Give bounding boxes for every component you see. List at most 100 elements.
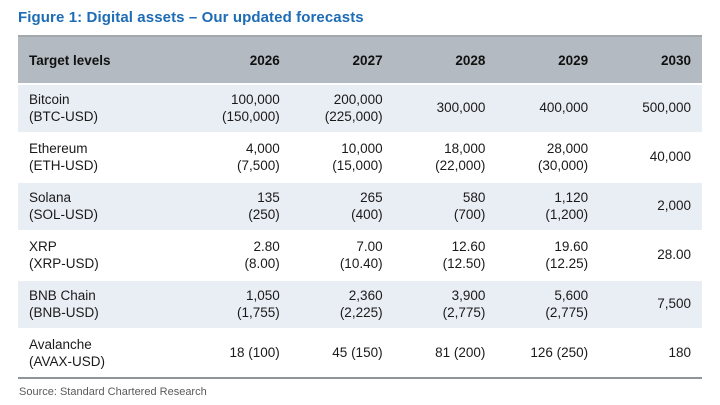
forecast-value: 4,000: [246, 141, 280, 156]
forecast-cell: 1,050 (1,755): [188, 279, 291, 329]
figure-title: Figure 1: Digital assets – Our updated f…: [18, 9, 364, 26]
table-body: Bitcoin (BTC-USD) 100,000 (150,000) 200,000(…: [18, 83, 702, 378]
source-note: Source: Standard Chartered Research: [19, 386, 207, 398]
forecast-cell: 265 (400): [290, 181, 394, 231]
forecast-cell: 200,000 (225,000): [290, 83, 394, 133]
forecast-prior-value: (30,000): [537, 157, 589, 173]
column-header-2030: 2030: [599, 35, 702, 84]
forecast-value: 1,120: [554, 190, 589, 205]
forecast-prior-value: (2,775): [545, 304, 589, 320]
forecast-cell: 7.00 (10.40): [290, 230, 394, 280]
asset-cell: XRP (XRP-USD): [18, 230, 188, 280]
forecast-value: 300,000: [436, 100, 486, 116]
forecast-value: 7.00: [356, 239, 383, 254]
asset-cell: BNB Chain (BNB-USD): [18, 279, 188, 329]
table-header-row: Target levels 2026 2027 2028 2029 2030: [18, 35, 702, 84]
table-row: Bitcoin (BTC-USD) 100,000 (150,000) 200,000(…: [18, 83, 702, 133]
forecast-value: 81 (200): [435, 345, 486, 361]
forecast-prior-value: (22,000): [435, 157, 486, 173]
forecast-cell: 40,000: [599, 132, 702, 182]
forecast-prior-value: (150,000): [222, 108, 280, 124]
asset-ticker: (AVAX-USD): [29, 353, 106, 369]
forecast-value: 400,000: [539, 100, 589, 116]
table-row: Solana (SOL-USD) 135 (250) 265 (400) 580 (700) 1…: [18, 181, 702, 231]
forecast-cell: 2,000: [599, 181, 702, 231]
forecast-value: 126 (250): [530, 345, 589, 361]
forecast-value: 265: [360, 190, 383, 205]
column-header-2026: 2026: [188, 35, 291, 84]
forecast-cell: 100,000 (150,000): [188, 83, 291, 133]
forecast-prior-value: (400): [351, 206, 383, 222]
forecast-value: 580: [462, 190, 486, 205]
forecast-value: 2.80: [253, 239, 280, 254]
forecast-cell: 1,120 (1,200): [496, 181, 600, 231]
forecast-cell: 500,000: [599, 83, 702, 133]
forecast-cell: 5,600 (2,775): [496, 279, 600, 329]
forecast-value: 5,600: [554, 288, 589, 303]
forecast-value: 2,360: [348, 288, 383, 303]
forecast-value: 200,000: [333, 92, 383, 107]
forecast-cell: 135 (250): [188, 181, 291, 231]
forecast-value: 18 (100): [229, 345, 280, 361]
asset-ticker: (BNB-USD): [29, 304, 99, 320]
forecast-prior-value: (8.00): [244, 255, 280, 271]
asset-ticker: (XRP-USD): [29, 255, 99, 271]
forecast-prior-value: (700): [453, 206, 486, 222]
forecast-cell: 4,000 (7,500): [188, 132, 291, 182]
forecast-value: 28,000: [546, 141, 589, 156]
asset-name: Avalanche: [29, 337, 92, 352]
forecast-cell: 580 (700): [393, 181, 497, 231]
forecast-prior-value: (10.40): [339, 255, 383, 271]
forecast-prior-value: (1,755): [237, 304, 280, 320]
forecast-value: 19.60: [554, 239, 589, 254]
forecast-cell: 10,000 (15,000): [290, 132, 394, 182]
forecast-cell: 126 (250): [496, 328, 600, 378]
forecast-prior-value: (15,000): [332, 157, 383, 173]
forecast-value: 10,000: [341, 141, 383, 156]
asset-name: Solana: [29, 190, 72, 205]
forecast-cell: 18 (100): [188, 328, 291, 378]
forecast-prior-value: (250): [248, 206, 280, 222]
forecast-value: 100,000: [230, 92, 280, 107]
forecast-prior-value: (12.25): [545, 255, 589, 271]
asset-name: XRP: [29, 239, 57, 254]
asset-cell: Bitcoin (BTC-USD): [18, 83, 188, 133]
column-header-2029: 2029: [496, 35, 600, 84]
table-row: Ethereum (ETH-USD) 4,000 (7,500) 10,000 (15,0…: [18, 132, 702, 182]
asset-cell: Ethereum (ETH-USD): [18, 132, 188, 182]
forecast-cell: 45 (150): [290, 328, 394, 378]
table-row: BNB Chain (BNB-USD) 1,050 (1,755) 2,360 (2,22…: [18, 279, 702, 329]
forecast-prior-value: (2,225): [339, 304, 383, 320]
forecast-value: 45 (150): [332, 345, 383, 361]
forecast-prior-value: (2,775): [442, 304, 486, 320]
asset-cell: Solana (SOL-USD): [18, 181, 188, 231]
forecast-cell: 3,900 (2,775): [393, 279, 497, 329]
forecast-cell: 400,000: [496, 83, 600, 133]
column-header-target-levels: Target levels: [18, 35, 188, 84]
forecast-cell: 18,000 (22,000): [393, 132, 497, 182]
table-row: Avalanche (AVAX-USD) 18 (100) 45 (150) 81 (2…: [18, 328, 702, 378]
column-header-2027: 2027: [290, 35, 394, 84]
forecast-cell: 2.80 (8.00): [188, 230, 291, 280]
asset-ticker: (SOL-USD): [29, 206, 99, 222]
forecast-prior-value: (1,200): [545, 206, 589, 222]
forecast-cell: 28,000 (30,000): [496, 132, 600, 182]
asset-name: Ethereum: [29, 141, 88, 156]
forecast-prior-value: (7,500): [237, 157, 280, 173]
forecast-prior-value: (225,000): [324, 108, 383, 124]
forecast-cell: 7,500: [599, 279, 702, 329]
forecast-cell: 12.60 (12.50): [393, 230, 497, 280]
forecast-value: 3,900: [451, 288, 486, 303]
column-header-2028: 2028: [393, 35, 497, 84]
forecast-value: 135: [257, 190, 280, 205]
forecast-value: 2,000: [657, 198, 691, 214]
forecast-cell: 180: [599, 328, 702, 378]
asset-ticker: (BTC-USD): [29, 108, 98, 124]
forecast-value: 1,050: [246, 288, 280, 303]
table-row: XRP (XRP-USD) 2.80 (8.00) 7.00 (10.40) 12.60 (1…: [18, 230, 702, 280]
asset-cell: Avalanche (AVAX-USD): [18, 328, 188, 378]
asset-name: BNB Chain: [29, 288, 96, 303]
forecast-value: 500,000: [642, 100, 691, 116]
forecast-value: 28.00: [657, 247, 691, 263]
